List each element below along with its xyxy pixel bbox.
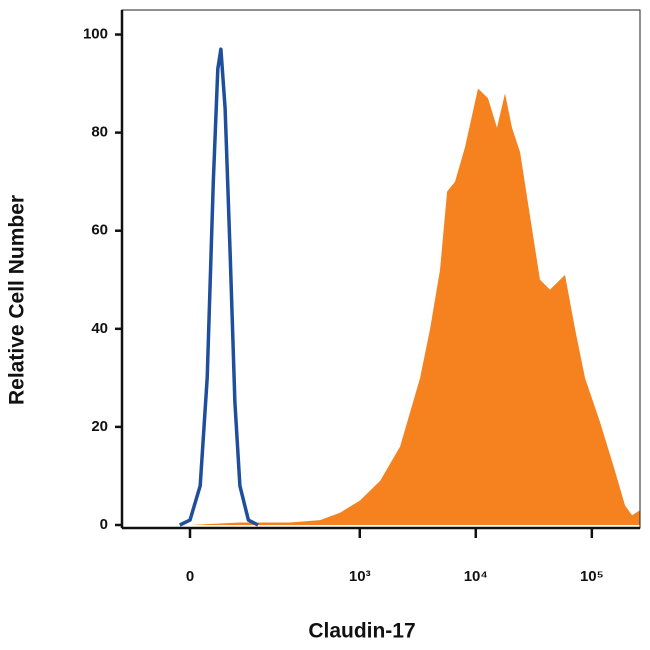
x-tick-label: 0 bbox=[186, 568, 194, 585]
y-tick-label: 20 bbox=[91, 418, 108, 435]
y-tick-label: 40 bbox=[91, 320, 108, 337]
y-tick-label: 60 bbox=[91, 222, 108, 239]
x-axis-title: Claudin-17 bbox=[308, 620, 415, 643]
y-tick-label: 80 bbox=[91, 124, 108, 141]
x-tick-label: 10³ bbox=[349, 568, 371, 585]
y-tick-label: 0 bbox=[100, 516, 108, 533]
area bbox=[190, 88, 640, 525]
x-tick-label: 10⁴ bbox=[464, 568, 488, 585]
y-tick-label: 100 bbox=[83, 25, 108, 42]
y-axis-title: Relative Cell Number bbox=[6, 195, 29, 405]
line bbox=[179, 47, 259, 527]
x-tick-label: 10⁵ bbox=[580, 568, 604, 585]
